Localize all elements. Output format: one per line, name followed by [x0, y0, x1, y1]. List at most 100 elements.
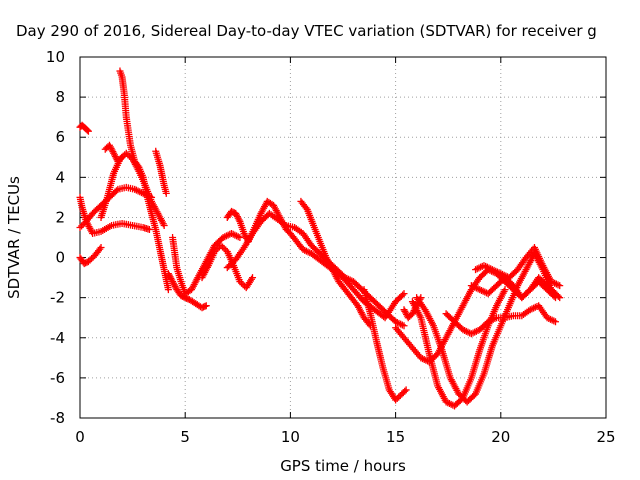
- data-point: [477, 263, 485, 271]
- data-point: [491, 315, 499, 323]
- data-point: [554, 281, 562, 289]
- series-arc-6: [101, 141, 126, 165]
- data-point: [556, 282, 564, 290]
- data-point: [472, 284, 480, 292]
- data-point: [467, 330, 475, 338]
- data-point: [501, 286, 509, 294]
- x-tick-label: 15: [386, 428, 405, 446]
- data-point: [233, 232, 241, 240]
- data-point: [393, 394, 401, 402]
- y-tick-label: 8: [55, 88, 65, 106]
- x-tick-label: 25: [596, 428, 615, 446]
- series-arc-15: [297, 197, 374, 330]
- data-point: [227, 229, 235, 237]
- data-point: [392, 318, 400, 326]
- data-point: [222, 246, 230, 254]
- chart-title: Day 290 of 2016, Sidereal Day-to-day VTE…: [16, 22, 597, 40]
- data-point: [202, 302, 210, 310]
- data-point: [131, 185, 139, 193]
- data-point: [552, 318, 560, 326]
- data-point: [224, 231, 232, 239]
- data-point: [214, 245, 222, 253]
- data-point: [401, 307, 409, 315]
- y-tick-label: 0: [55, 249, 65, 267]
- data-point: [400, 322, 408, 330]
- data-point: [117, 155, 125, 163]
- y-tick-label: -8: [50, 409, 65, 427]
- data-point: [556, 294, 564, 302]
- data-point: [167, 274, 175, 282]
- series-arc-21: [442, 302, 560, 338]
- y-tick-label: 4: [55, 168, 65, 186]
- data-point: [474, 285, 482, 293]
- data-point: [416, 295, 424, 303]
- data-point: [550, 288, 558, 296]
- data-point: [160, 221, 168, 229]
- data-point: [134, 162, 142, 170]
- series-arc-8: [152, 147, 170, 197]
- data-point: [415, 297, 423, 305]
- data-point: [201, 302, 209, 310]
- grid-layer: [80, 57, 606, 418]
- data-point: [164, 286, 172, 294]
- data-point: [402, 386, 410, 394]
- data-point: [417, 354, 425, 362]
- data-point: [118, 153, 126, 161]
- data-point: [169, 278, 177, 286]
- data-point: [106, 143, 114, 151]
- data-point: [164, 270, 172, 278]
- data-point: [219, 243, 227, 251]
- x-tick-label: 10: [281, 428, 300, 446]
- data-point: [234, 214, 242, 222]
- data-point: [88, 255, 96, 263]
- data-point: [547, 278, 555, 286]
- data-point: [110, 149, 118, 157]
- data-point: [495, 269, 503, 277]
- data-point: [400, 290, 408, 298]
- tick-labels: 0 5 10 15 20 25 -8 -6 -4 -2 0 2 4 6 8 10: [46, 48, 616, 446]
- data-point: [472, 266, 480, 274]
- y-tick-label: 10: [46, 48, 65, 66]
- x-tick-label: 0: [75, 428, 85, 446]
- data-point: [467, 282, 475, 290]
- data-point: [411, 305, 419, 313]
- data-point: [552, 290, 560, 298]
- data-point: [398, 321, 406, 329]
- data-point: [79, 220, 87, 228]
- series-arc-16: [360, 286, 410, 404]
- data-point: [169, 279, 177, 287]
- data-point: [234, 233, 242, 241]
- data-point: [552, 280, 560, 288]
- data-point: [488, 266, 496, 274]
- series-arc-18: [408, 286, 509, 410]
- data-point: [399, 291, 407, 299]
- series-arc-23: [467, 274, 560, 302]
- x-tick-label: 5: [180, 428, 190, 446]
- data-point: [84, 127, 92, 135]
- data-point: [480, 262, 488, 270]
- data-point: [487, 265, 495, 273]
- data-point: [417, 294, 425, 302]
- data-point: [493, 268, 501, 276]
- data-point: [341, 274, 349, 282]
- data-point: [233, 211, 241, 219]
- y-tick-label: -4: [50, 329, 65, 347]
- series-arc-20: [400, 294, 425, 322]
- data-point: [136, 188, 144, 196]
- data-point: [299, 246, 307, 254]
- data-point: [76, 223, 84, 231]
- data-point: [137, 189, 145, 197]
- data-point: [162, 189, 170, 197]
- data-point: [84, 258, 92, 266]
- data-point: [459, 326, 467, 334]
- data-point: [526, 306, 534, 314]
- data-point: [408, 310, 416, 318]
- data-point: [281, 220, 289, 228]
- data-point: [304, 248, 312, 256]
- data-point: [105, 141, 113, 149]
- data-point: [442, 398, 450, 406]
- data-point: [145, 225, 153, 233]
- data-point: [165, 271, 173, 279]
- data-point: [220, 245, 228, 253]
